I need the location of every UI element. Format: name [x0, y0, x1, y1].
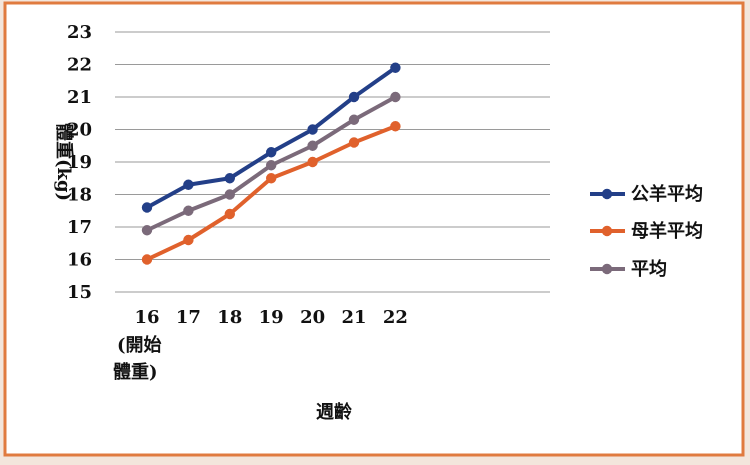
data-point — [390, 121, 401, 132]
y-tick-label: 19 — [67, 152, 92, 173]
data-point — [348, 137, 360, 148]
data-point — [141, 202, 153, 213]
data-point — [224, 173, 235, 184]
x-tick-label: 20 — [300, 307, 325, 328]
y-tick-label: 22 — [67, 55, 92, 76]
x-tick-label: 18 — [217, 307, 242, 328]
data-point — [224, 208, 235, 220]
y-tick-label: 21 — [67, 87, 92, 108]
y-tick-labels: 15 16 17 18 19 20 21 22 23 — [67, 22, 92, 303]
x-axis-label: 週齡 — [316, 401, 352, 423]
data-point — [183, 179, 194, 190]
data-point — [141, 254, 153, 265]
x-tick-note: 體重) — [113, 361, 158, 383]
data-point — [307, 156, 318, 168]
data-point — [390, 91, 401, 103]
data-point — [348, 114, 360, 125]
y-tick-label: 23 — [67, 22, 92, 43]
legend-label: 母羊平均 — [631, 220, 703, 242]
x-tick-label: 22 — [383, 307, 408, 328]
y-tick-label: 18 — [67, 185, 92, 206]
x-tick-label: 19 — [259, 307, 284, 328]
data-point — [307, 124, 318, 135]
legend-label: 公羊平均 — [631, 183, 703, 205]
data-point — [183, 205, 194, 216]
data-point — [183, 234, 194, 246]
y-tick-label: 17 — [67, 217, 92, 238]
y-tick-label: 16 — [67, 250, 92, 271]
data-point — [266, 147, 277, 158]
y-tick-label: 20 — [67, 120, 92, 141]
data-point — [266, 160, 277, 171]
y-tick-label: 15 — [67, 282, 92, 303]
legend-swatch-marker — [601, 263, 613, 275]
data-point — [390, 62, 401, 73]
x-tick-label: 16 — [134, 307, 159, 328]
legend-swatch-marker — [601, 225, 613, 237]
y-axis-label: 體重(kg) — [53, 123, 75, 201]
data-point — [348, 91, 360, 103]
grid-lines — [115, 31, 550, 293]
data-point — [224, 189, 235, 200]
data-point — [307, 140, 318, 151]
legend-label: 平均 — [631, 258, 667, 280]
x-tick-label: 21 — [341, 307, 366, 328]
x-tick-label: 17 — [176, 307, 201, 328]
legend-swatch-marker — [601, 188, 613, 200]
series-lines — [141, 62, 401, 265]
data-point — [141, 225, 153, 236]
data-point — [266, 173, 277, 184]
x-tick-note: (開始 — [117, 334, 162, 356]
